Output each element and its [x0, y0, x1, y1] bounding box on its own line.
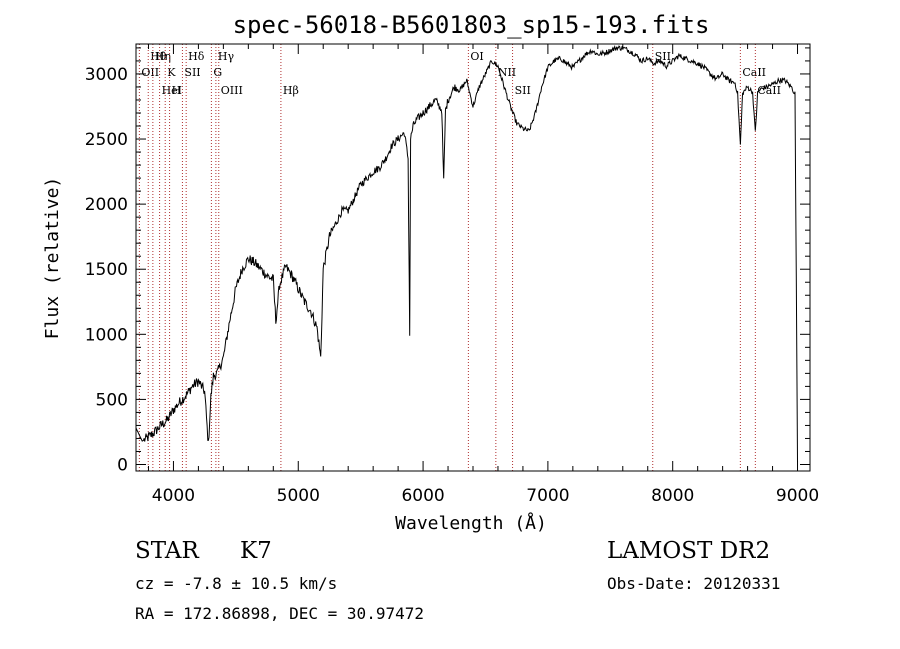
x-tick-label: 5000	[277, 486, 320, 506]
line-label: NII	[498, 66, 516, 79]
y-tick-label: 2000	[85, 195, 128, 215]
line-label: Hθ	[150, 50, 167, 63]
y-tick-label: 3000	[85, 65, 128, 85]
y-tick-label: 1500	[85, 260, 128, 280]
line-label: Hη	[155, 50, 171, 63]
observation-date: Obs-Date: 20120331	[607, 574, 781, 593]
x-tick-label: 9000	[776, 486, 819, 506]
line-label: CaII	[742, 66, 766, 79]
line-label: SII	[515, 84, 531, 97]
y-tick-label: 500	[96, 390, 128, 410]
line-label: Hβ	[283, 84, 299, 97]
line-label: H	[172, 84, 182, 97]
line-label: SII	[655, 50, 671, 63]
line-label: K	[167, 66, 176, 79]
line-label: Hδ	[188, 50, 205, 63]
x-tick-label: 4000	[152, 486, 195, 506]
x-tick-label: 7000	[526, 486, 569, 506]
x-axis: 4000 5000 6000 7000 8000 9000	[147, 44, 819, 506]
x-tick-label: 8000	[651, 486, 694, 506]
line-label: Hγ	[218, 50, 235, 63]
y-tick-label: 1000	[85, 325, 128, 345]
survey-name: LAMOST DR2	[607, 538, 771, 564]
chart-title: spec-56018-B5601803_sp15-193.fits	[233, 11, 710, 39]
object-subclass: K7	[240, 538, 272, 564]
line-label: SII	[184, 66, 200, 79]
line-label: CaII	[757, 84, 781, 97]
x-axis-label: Wavelength (Å)	[395, 512, 547, 534]
plot-frame	[135, 43, 811, 472]
y-tick-label: 2500	[85, 130, 128, 150]
line-label: OIII	[221, 84, 243, 97]
y-axis: 0 500 1000 1500 2000 2500 3000	[85, 47, 810, 475]
x-tick-label: 6000	[401, 486, 444, 506]
y-tick-label: 0	[117, 455, 128, 475]
line-label: G	[213, 66, 222, 79]
y-axis-label: Flux (relative)	[42, 177, 63, 340]
coordinates: RA = 172.86898, DEC = 30.97472	[135, 604, 424, 623]
object-class: STAR	[135, 538, 199, 564]
line-label: OII	[141, 66, 159, 79]
line-label: HeI	[162, 84, 182, 97]
line-label: OI	[470, 50, 483, 63]
redshift-cz: cz = -7.8 ± 10.5 km/s	[135, 574, 338, 593]
spectrum-line	[135, 44, 798, 462]
